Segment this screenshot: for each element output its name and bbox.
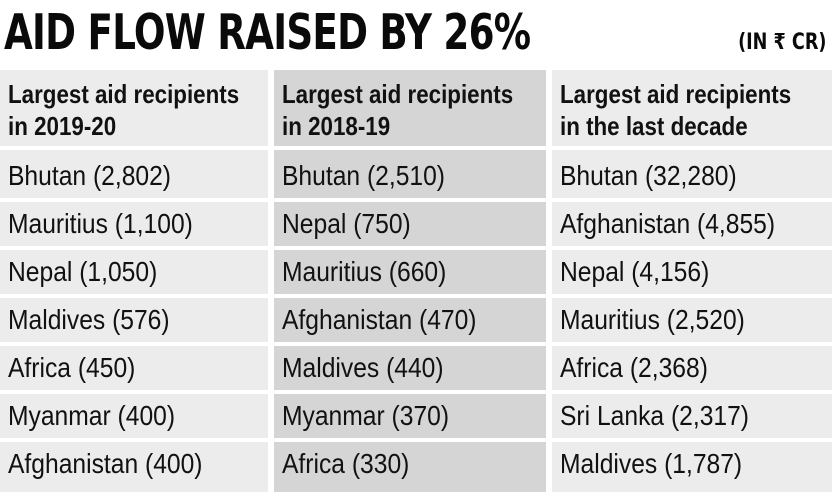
row-divider bbox=[0, 246, 268, 250]
row-divider bbox=[268, 294, 546, 298]
row-divider bbox=[0, 294, 268, 298]
row-divider bbox=[546, 246, 832, 250]
table-cell: Bhutan (2,802) bbox=[8, 160, 172, 191]
table-cell: Nepal (4,156) bbox=[560, 256, 710, 287]
table-cell: Afghanistan (4,855) bbox=[560, 208, 776, 239]
aid-table: Largest aid recipients in 2019-20 Bhutan… bbox=[0, 70, 832, 492]
table-cell: Nepal (1,050) bbox=[8, 256, 158, 287]
column-header-line: in 2018-19 bbox=[282, 111, 391, 141]
table-cell: Maldives (1,787) bbox=[560, 448, 743, 479]
row-divider bbox=[0, 438, 268, 442]
chart-title: AID FLOW RAISED BY 26% bbox=[4, 4, 531, 61]
table-cell: Africa (330) bbox=[282, 448, 410, 479]
row-divider bbox=[268, 390, 546, 394]
row-divider bbox=[268, 438, 546, 442]
table-cell: Myanmar (370) bbox=[282, 400, 450, 431]
table-cell: Myanmar (400) bbox=[8, 400, 176, 431]
table-cell: Mauritius (660) bbox=[282, 256, 447, 287]
table-cell: Africa (2,368) bbox=[560, 352, 708, 383]
table-cell: Africa (450) bbox=[8, 352, 136, 383]
table-cell: Afghanistan (470) bbox=[282, 304, 477, 335]
column-gap bbox=[268, 70, 274, 492]
column-header-line: in 2019-20 bbox=[8, 111, 117, 141]
row-divider bbox=[546, 390, 832, 394]
row-divider bbox=[268, 198, 546, 202]
column-2019-20: Largest aid recipients in 2019-20 Bhutan… bbox=[0, 70, 268, 492]
row-divider bbox=[546, 342, 832, 346]
column-header-line: in the last decade bbox=[560, 111, 748, 141]
column-last-decade: Largest aid recipients in the last decad… bbox=[546, 70, 832, 492]
table-cell: Mauritius (2,520) bbox=[560, 304, 745, 335]
row-divider bbox=[268, 342, 546, 346]
table-cell: Mauritius (1,100) bbox=[8, 208, 193, 239]
column-2018-19: Largest aid recipients in 2018-19 Bhutan… bbox=[268, 70, 546, 492]
header: AID FLOW RAISED BY 26% (IN ₹ CR) bbox=[0, 0, 832, 70]
row-divider bbox=[0, 342, 268, 346]
row-divider bbox=[546, 198, 832, 202]
row-divider bbox=[546, 146, 832, 150]
row-divider bbox=[546, 438, 832, 442]
column-header-line: Largest aid recipients bbox=[282, 79, 514, 109]
column-header: Largest aid recipients in 2018-19 bbox=[268, 70, 546, 146]
column-header-line: Largest aid recipients bbox=[560, 79, 792, 109]
row-divider bbox=[268, 146, 546, 150]
table-cell: Nepal (750) bbox=[282, 208, 411, 239]
row-divider bbox=[0, 146, 268, 150]
table-cell: Sri Lanka (2,317) bbox=[560, 400, 750, 431]
table-cell: Afghanistan (400) bbox=[8, 448, 203, 479]
row-divider bbox=[268, 246, 546, 250]
column-header: Largest aid recipients in 2019-20 bbox=[0, 70, 268, 146]
unit-label: (IN ₹ CR) bbox=[737, 30, 826, 55]
column-header: Largest aid recipients in the last decad… bbox=[546, 70, 832, 146]
column-header-line: Largest aid recipients bbox=[8, 79, 240, 109]
table-cell: Bhutan (2,510) bbox=[282, 160, 446, 191]
row-divider bbox=[0, 198, 268, 202]
row-divider bbox=[0, 390, 268, 394]
row-divider bbox=[546, 294, 832, 298]
table-cell: Maldives (440) bbox=[282, 352, 444, 383]
table-cell: Bhutan (32,280) bbox=[560, 160, 737, 191]
table-cell: Maldives (576) bbox=[8, 304, 170, 335]
column-gap bbox=[546, 70, 552, 492]
